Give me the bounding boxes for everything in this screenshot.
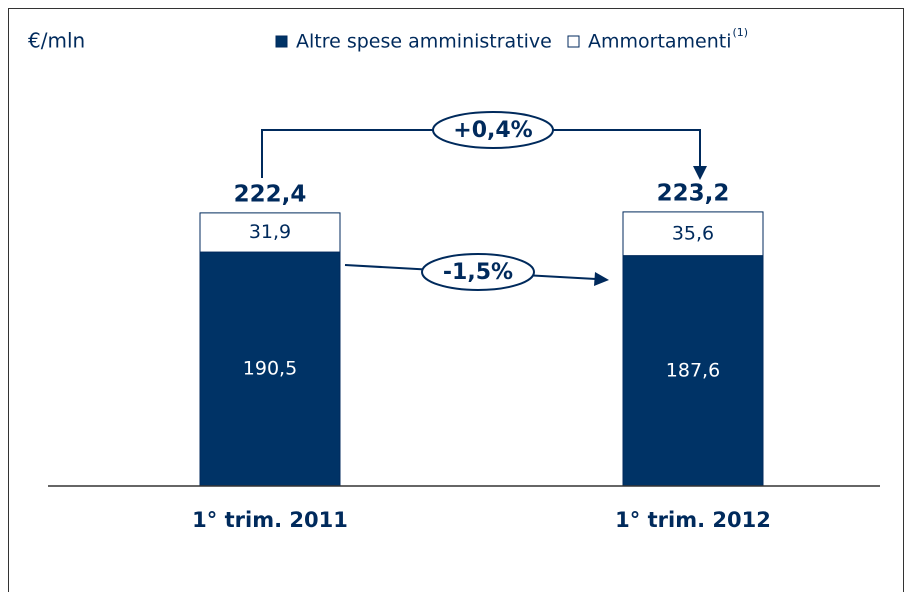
value-label: 190,5 <box>243 358 297 380</box>
bar-segment <box>199 212 341 253</box>
bar-segment <box>622 211 764 257</box>
bar-segment <box>622 255 764 487</box>
value-label: 31,9 <box>249 221 291 243</box>
legend-label: Altre spese amministrative <box>296 31 552 53</box>
legend-swatch <box>275 35 288 48</box>
annotation: +0,4% <box>453 118 532 143</box>
value-label: 35,6 <box>672 222 714 244</box>
annotation-bubble <box>432 111 554 149</box>
value-label: 187,6 <box>666 359 720 381</box>
legend-note: (1) <box>733 26 749 39</box>
total-label: 222,4 <box>234 181 307 207</box>
x-tick-label: 1° trim. 2011 <box>192 508 348 532</box>
annotation: -1,5% <box>443 260 513 285</box>
legend-label: Ammortamenti <box>588 31 732 53</box>
total-label: 223,2 <box>657 180 730 206</box>
bar-segment <box>199 251 341 487</box>
arrow-head <box>693 166 707 180</box>
arrow-head <box>594 272 609 286</box>
x-tick-label: 1° trim. 2012 <box>615 508 771 532</box>
unit-label: €/mln <box>28 29 85 53</box>
legend-swatch <box>567 35 580 48</box>
frame <box>8 8 904 592</box>
annotation-bubble <box>421 253 535 291</box>
